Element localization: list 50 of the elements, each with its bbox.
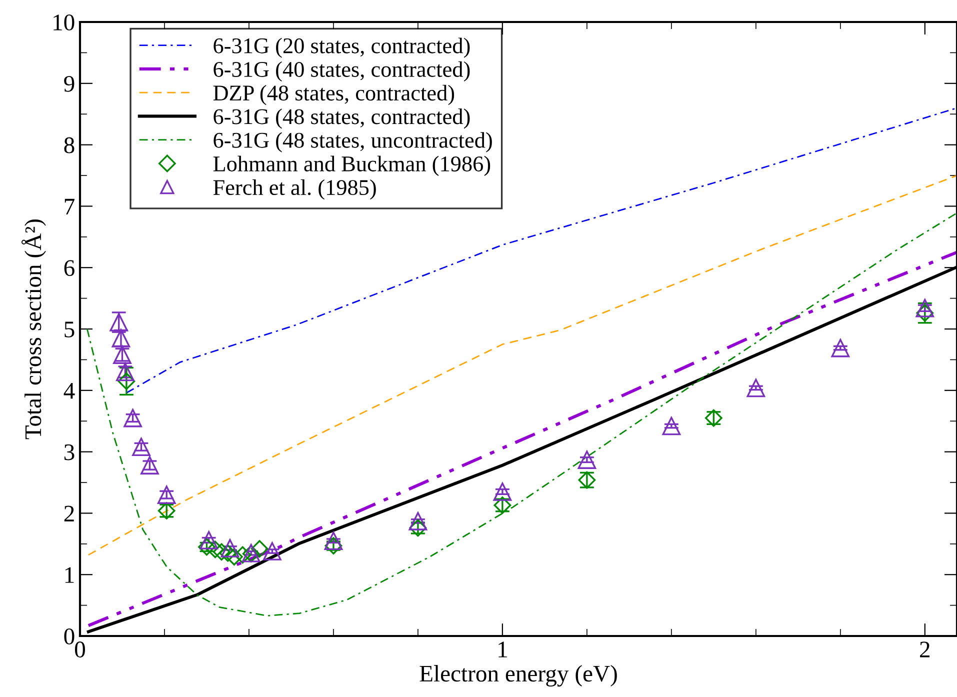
y-tick-label: 5 <box>64 322 74 338</box>
y-tick-label: 2 <box>64 506 74 522</box>
x-tick-label: 0 <box>74 642 86 658</box>
y-tick-label: 8 <box>64 137 74 154</box>
legend-label: 6-31G (48 states, uncontracted) <box>214 132 492 152</box>
y-tick-label: 6 <box>64 260 74 276</box>
point <box>263 542 282 560</box>
legend-label: DZP (48 states, contracted) <box>213 84 454 106</box>
point <box>198 538 216 556</box>
y-tick-label: 1 <box>65 567 74 583</box>
y-tick-label: 9 <box>64 76 74 92</box>
point <box>916 298 934 318</box>
point <box>578 450 596 469</box>
legend-label: Ferch et al. (1985) <box>213 179 376 200</box>
legend-label: Lohmann and Buckman (1986) <box>213 156 490 176</box>
y-tick-label: 7 <box>64 198 74 214</box>
point <box>206 540 224 558</box>
y-axis-title: Total cross section (Å²) <box>21 219 46 440</box>
line-series <box>126 107 957 394</box>
point <box>124 408 142 428</box>
point <box>220 539 240 558</box>
point <box>324 532 343 550</box>
point <box>132 438 150 456</box>
point <box>200 531 218 550</box>
point <box>116 362 134 382</box>
y-tick-label: 3 <box>64 444 74 460</box>
point <box>493 482 512 501</box>
point <box>140 456 159 474</box>
y-tick-label: 10 <box>54 14 74 30</box>
legend-label: 6-31G (20 states, contracted) <box>214 38 470 58</box>
point <box>157 486 176 504</box>
x-tick-label: 2 <box>920 642 930 658</box>
legend-label: 6-31G (48 states, contracted) <box>214 108 470 129</box>
legend-label: 6-31G (40 states, contracted) <box>214 61 470 82</box>
x-axis-title: Electron energy (eV) <box>420 665 617 687</box>
point <box>746 378 766 398</box>
line-series <box>88 174 957 556</box>
point <box>212 543 230 561</box>
point <box>226 548 243 566</box>
point <box>662 416 681 436</box>
point <box>234 546 252 564</box>
point <box>219 544 237 562</box>
point <box>250 540 268 558</box>
x-tick-label: 1 <box>498 642 507 658</box>
point <box>831 338 850 358</box>
y-tick-label: 0 <box>64 628 74 644</box>
point <box>324 537 342 554</box>
point <box>118 372 136 390</box>
y-tick-label: 4 <box>64 383 75 399</box>
point <box>408 512 428 530</box>
